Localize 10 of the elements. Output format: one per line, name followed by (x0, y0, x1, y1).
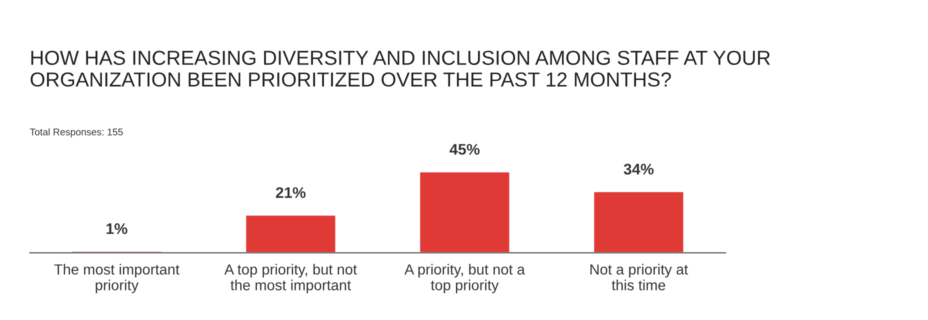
chart-title: HOW HAS INCREASING DIVERSITY AND INCLUSION AMONG STAFF AT YOUR ORGANIZATION BEEN PRIORITIZED OVER THE PAST 12 MONTHS? (30, 50, 770, 87)
x-tick-label: A top priority, but not the most important (224, 264, 357, 294)
data-label: 21% (276, 187, 306, 198)
x-tick-label: The most important priority (54, 264, 180, 294)
x-tick-label: A priority, but not a top priority (404, 264, 525, 294)
data-label: 45% (450, 144, 480, 155)
chart-subtitle: Total Responses: 155 (30, 128, 123, 138)
x-tick-label: Not a priority at this time (590, 264, 688, 290)
data-label: 1% (106, 223, 128, 234)
data-label: 34% (624, 164, 654, 175)
